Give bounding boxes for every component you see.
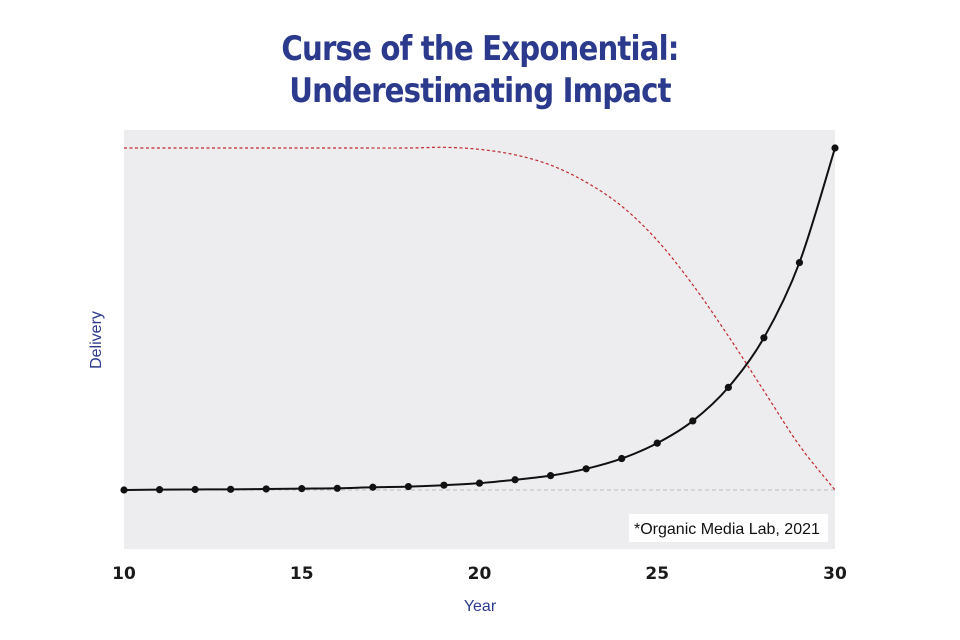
data-point-30 [831,144,839,152]
data-point-11 [155,486,164,494]
data-point-10 [120,486,128,494]
x-tick-label-10: 10 [112,564,136,584]
data-point-14 [262,485,270,493]
x-tick-label-15: 15 [290,564,314,584]
data-point-12 [191,485,199,494]
data-point-20 [475,479,484,487]
data-point-18 [404,482,412,491]
data-point-27 [724,383,732,391]
x-axis-label: Year [464,598,497,615]
data-point-23 [582,465,590,473]
x-tick-label-20: 20 [468,564,492,584]
data-point-15 [298,485,306,493]
data-point-19 [440,481,448,489]
x-tick-labels: 10 15 20 25 30 [112,564,847,584]
x-tick-label-30: 30 [823,564,847,584]
chart-title-line-1: Curse of the Exponential: [281,29,679,69]
chart-title-line-2: Underestimating Impact [289,71,671,111]
source-note: *Organic Media Lab, 2021 [634,521,820,538]
chart-title: Curse of the Exponential: Underestimatin… [67,28,893,112]
data-point-24 [618,454,626,463]
data-point-16 [333,484,341,492]
x-tick-label-25: 25 [645,564,669,584]
source-note-box: *Organic Media Lab, 2021 [629,514,828,542]
data-point-26 [689,417,697,425]
data-point-13 [227,485,235,493]
data-point-17 [369,483,377,491]
data-point-21 [511,476,519,484]
data-point-29 [795,258,804,267]
plot-area [124,130,835,549]
data-point-22 [547,472,555,480]
data-point-28 [760,334,768,342]
data-point-25 [653,439,661,447]
y-axis-label: Delivery [88,311,105,369]
source-note-background [629,514,828,542]
data-points [120,144,839,494]
